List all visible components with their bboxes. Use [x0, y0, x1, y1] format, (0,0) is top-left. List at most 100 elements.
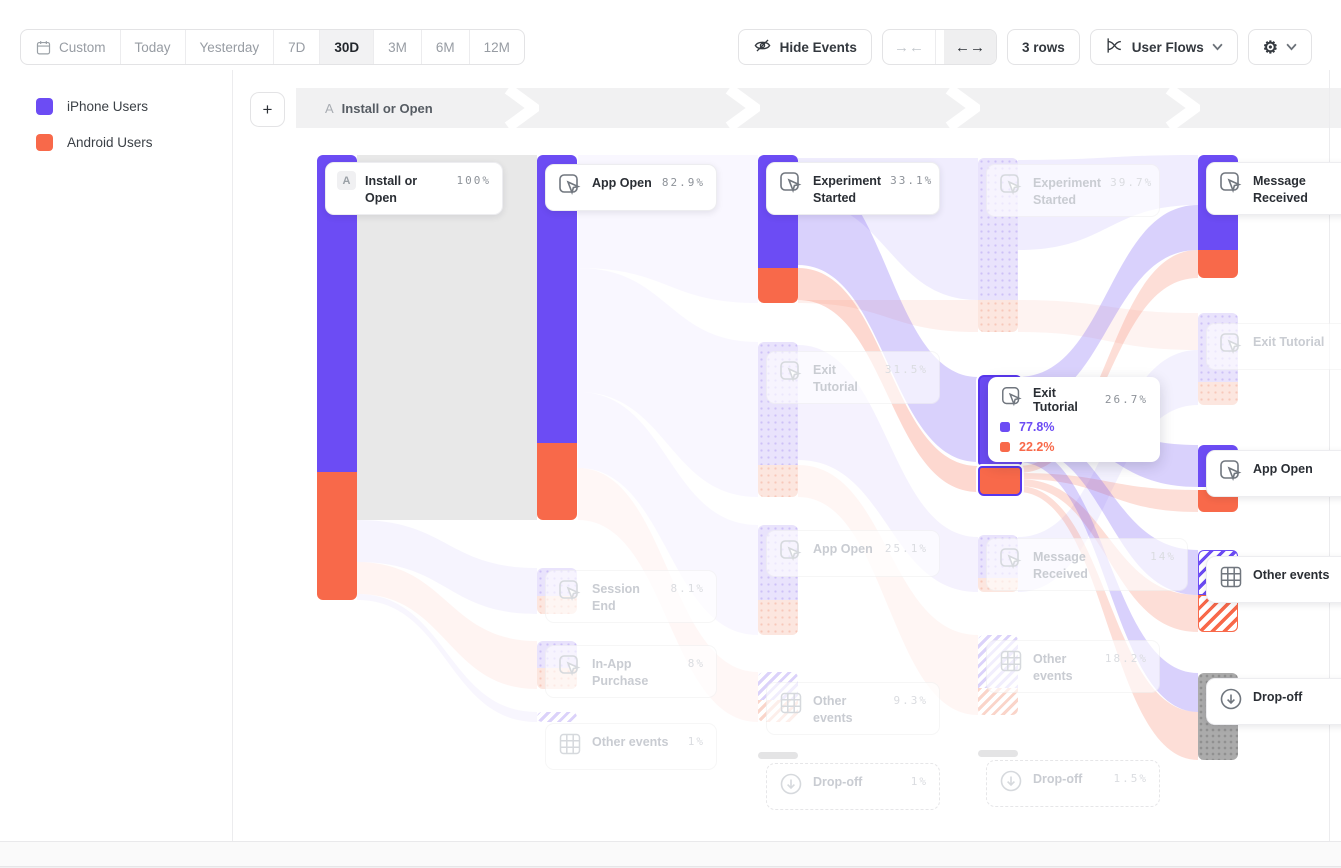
flow-node-card-experiment-started[interactable]: Experiment Started 33.1%	[766, 162, 940, 215]
node-label: Experiment Started	[1033, 176, 1102, 207]
date-range-yesterday[interactable]: Yesterday	[186, 30, 275, 64]
legend-item[interactable]: iPhone Users	[36, 98, 153, 115]
flow-node-bar-install-or-open[interactable]	[317, 472, 357, 600]
node-label: Other events	[1253, 568, 1330, 582]
add-step-button[interactable]: +	[250, 92, 285, 127]
horizontal-scrollbar-track[interactable]	[0, 842, 1341, 866]
date-range-custom[interactable]: Custom	[21, 30, 121, 64]
flow-node-card-install-or-open[interactable]: A Install or Open 100%	[325, 162, 503, 215]
node-percent: 100%	[456, 174, 491, 187]
breadcrumb-chevron-icon	[725, 88, 760, 128]
flow-node-card-app-open[interactable]: App Open	[1206, 450, 1341, 497]
flow-node-bar-experiment-started[interactable]	[758, 268, 798, 303]
flow-node-card-drop-off[interactable]: Drop-off 1.5%	[986, 760, 1160, 807]
legend-item[interactable]: Android Users	[36, 134, 153, 151]
tap-event-icon	[1220, 172, 1242, 194]
tooltip-breakdown-row: 77.8%	[1000, 420, 1148, 434]
node-percent: 1%	[687, 735, 705, 748]
flow-node-bar-exit-tutorial[interactable]	[978, 466, 1022, 496]
view-label: User Flows	[1131, 39, 1204, 55]
node-percent: 18.2%	[1104, 652, 1148, 665]
date-range-picker: Custom Today Yesterday 7D 30D 3M 6M 12M	[20, 29, 525, 65]
node-percent: 8.1%	[670, 582, 705, 595]
flow-node-bar-experiment-started[interactable]	[978, 300, 1018, 332]
node-label: App Open	[1253, 462, 1313, 476]
flow-node-card-app-open[interactable]: App Open 82.9%	[545, 164, 717, 211]
node-label: Other events	[1033, 652, 1073, 683]
flow-node-card-message-received[interactable]: Message Received 14%	[986, 538, 1188, 591]
collapse-expand-toggle: →← ←→	[881, 29, 997, 65]
flow-ribbon	[1018, 250, 1198, 473]
node-percent: 9.3%	[893, 694, 928, 707]
breakdown-swatch	[1000, 442, 1010, 452]
flow-node-bar-exit-tutorial[interactable]	[758, 465, 798, 497]
flow-node-card-drop-off[interactable]: Drop-off 1%	[766, 763, 940, 810]
flow-node-bar-message-received[interactable]	[1198, 250, 1238, 278]
tap-event-icon	[780, 540, 802, 562]
flow-ribbon	[798, 465, 978, 715]
series-legend: iPhone Users Android Users	[36, 98, 153, 170]
legend-label: iPhone Users	[67, 99, 149, 114]
collapse-columns-icon[interactable]: →←	[883, 30, 936, 64]
node-label: Other events	[813, 694, 853, 725]
flow-node-card-exit-tutorial[interactable]: Exit Tutorial 31.5%	[766, 351, 940, 404]
tap-event-icon	[780, 361, 802, 383]
flow-node-bar-app-open[interactable]	[537, 443, 577, 520]
date-range-3m[interactable]: 3M	[374, 30, 422, 64]
breadcrumb-chevron-icon	[504, 88, 539, 128]
date-range-today[interactable]: Today	[121, 30, 186, 64]
node-label: Exit Tutorial	[1033, 385, 1078, 414]
date-range-6m[interactable]: 6M	[422, 30, 470, 64]
date-range-label: Today	[134, 39, 171, 55]
view-selector[interactable]: User Flows	[1089, 29, 1238, 65]
date-range-label: 7D	[288, 39, 306, 55]
breadcrumb-label: Install or Open	[341, 100, 433, 116]
flow-node-card-other-events[interactable]: Other events 18.2%	[986, 640, 1160, 693]
date-range-label: Custom	[59, 39, 106, 55]
flow-ribbon	[357, 562, 537, 689]
drop-off-icon	[1000, 770, 1022, 792]
node-percent: 39.7%	[1110, 176, 1154, 189]
expand-columns-icon[interactable]: ←→	[943, 30, 996, 64]
flow-node-bar-app-open[interactable]	[758, 600, 798, 635]
breakdown-swatch	[1000, 422, 1010, 432]
flow-node-card-other-events[interactable]: Other events	[1206, 556, 1341, 603]
breadcrumb-step-1: A Install or Open	[325, 88, 433, 128]
flow-node-card-message-received[interactable]: Message Received	[1206, 162, 1341, 215]
flow-node-card-experiment-started[interactable]: Experiment Started 39.7%	[986, 164, 1160, 217]
settings-button[interactable]: ⚙	[1247, 29, 1312, 65]
node-percent: 14%	[1150, 550, 1176, 563]
rows-button[interactable]: 3 rows	[1006, 29, 1080, 65]
sidebar-divider	[232, 70, 233, 841]
flow-node-card-session-end[interactable]: Session End 8.1%	[545, 570, 717, 623]
breadcrumb-chevron-icon	[945, 88, 980, 128]
node-label: Drop-off	[1253, 690, 1303, 704]
flow-node-card-in-app-purchase[interactable]: In-App Purchase 8%	[545, 645, 717, 698]
flow-node-card-drop-off[interactable]: Drop-off	[1206, 678, 1341, 725]
flow-node-bar-other-events[interactable]	[537, 712, 577, 722]
node-percent: 1%	[910, 775, 928, 788]
flow-node-bar-exit-tutorial[interactable]	[1198, 382, 1238, 405]
hide-events-button[interactable]: Hide Events	[737, 29, 872, 65]
legend-swatch	[36, 98, 53, 115]
flow-node-bar-drop-off[interactable]	[978, 750, 1018, 757]
date-range-12m[interactable]: 12M	[470, 30, 524, 64]
flow-node-card-app-open[interactable]: App Open 25.1%	[766, 530, 940, 577]
flow-node-bar-drop-off[interactable]	[758, 752, 798, 759]
tap-event-icon	[559, 655, 581, 677]
grid-icon	[559, 733, 581, 755]
node-label: Install or Open	[365, 174, 418, 205]
flow-node-card-exit-tutorial[interactable]: Exit Tutorial	[1206, 323, 1341, 370]
path-breadcrumb[interactable]: A Install or Open	[296, 88, 1341, 128]
date-range-label: 30D	[334, 39, 360, 55]
date-range-label: 3M	[388, 39, 407, 55]
date-range-7d[interactable]: 7D	[274, 30, 321, 64]
rows-label: 3 rows	[1021, 39, 1065, 55]
hide-events-label: Hide Events	[779, 39, 857, 55]
breakdown-percent: 22.2%	[1019, 440, 1055, 454]
grid-icon	[1220, 566, 1242, 588]
drop-off-icon	[780, 773, 802, 795]
flow-node-card-other-events[interactable]: Other events 1%	[545, 723, 717, 770]
flow-node-card-other-events[interactable]: Other events 9.3%	[766, 682, 940, 735]
date-range-30d[interactable]: 30D	[320, 30, 375, 64]
